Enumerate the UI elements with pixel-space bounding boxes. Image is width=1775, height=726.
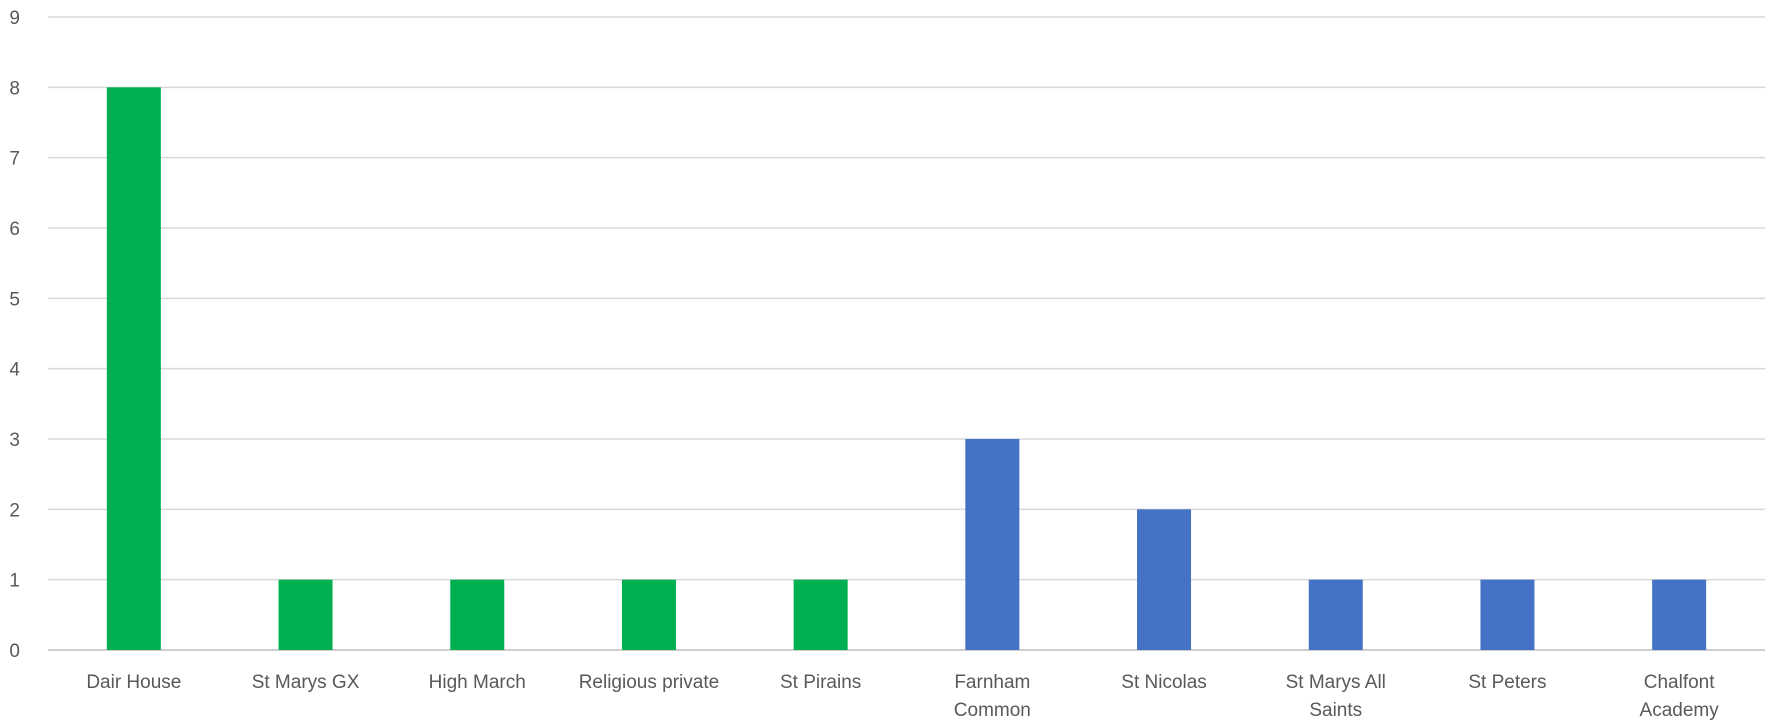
bar [621,579,676,650]
bar [965,439,1020,650]
x-tick-label: St Pirains [780,672,861,693]
y-tick-label: 1 [9,571,20,592]
bar [1308,579,1363,650]
gridlines [48,16,1765,651]
x-tick-label: St Marys All [1286,672,1386,693]
y-tick-label: 7 [9,149,20,170]
x-tick-label: Farnham [954,672,1030,693]
y-tick-label: 3 [9,430,20,451]
bar [278,579,333,650]
bar [106,87,161,651]
x-tick-label: Dair House [86,672,181,693]
x-tick-label: Religious private [579,672,719,693]
x-tick-label: Common [954,700,1031,721]
y-tick-label: 4 [9,360,20,381]
x-tick-label: St Nicolas [1121,672,1207,693]
x-axis-ticks: Dair House St Marys GX High March Religious… [86,672,1719,721]
bar [1480,579,1535,650]
bar [450,579,505,650]
y-tick-label: 6 [9,219,20,240]
y-tick-label: 2 [9,500,20,521]
bar [1652,579,1707,650]
y-tick-label: 0 [9,641,20,662]
x-tick-label: St Marys GX [252,672,360,693]
y-axis-ticks: 0 1 2 3 4 5 6 7 8 9 [9,8,20,662]
y-tick-label: 9 [9,8,20,29]
x-tick-label: High March [429,672,526,693]
bar [793,579,848,650]
bars [106,87,1707,651]
y-tick-label: 8 [9,78,20,99]
y-tick-label: 5 [9,289,20,310]
x-tick-label: St Peters [1468,672,1546,693]
x-tick-label: Academy [1640,700,1720,721]
x-tick-label: Saints [1309,700,1362,721]
bar [1137,509,1192,650]
x-tick-label: Chalfont [1644,672,1715,693]
